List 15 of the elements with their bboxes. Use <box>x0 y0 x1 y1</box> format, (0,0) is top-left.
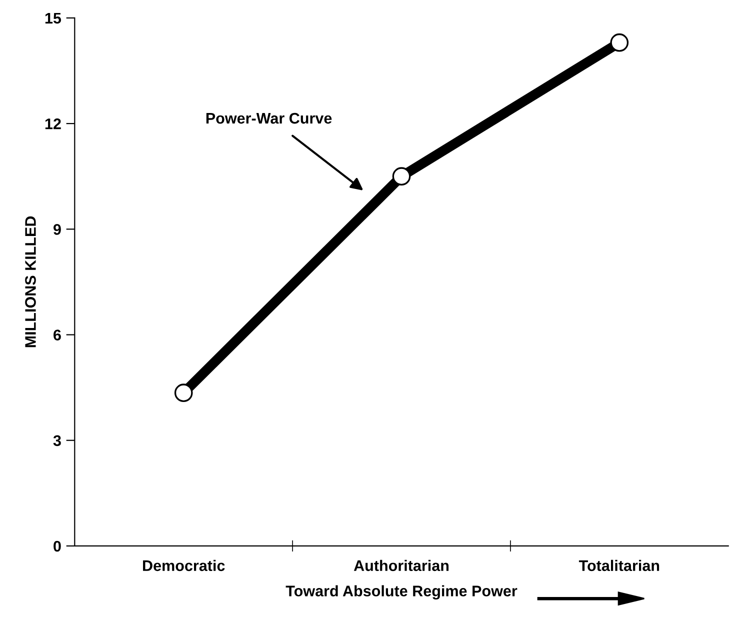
y-tick-label: 12 <box>45 118 61 130</box>
y-axis-title: MILLIONS KILLED <box>25 216 36 348</box>
point <box>392 167 411 186</box>
y-tick-label: 3 <box>53 435 61 446</box>
x-axis-title: Toward Absolute Regime Power <box>286 585 518 600</box>
x-tick-label: Authoritarian <box>354 560 449 572</box>
x-tick-label: Totalitarian <box>578 560 660 572</box>
y-tick-label: 6 <box>54 330 61 340</box>
y-tick-label: 9 <box>54 224 61 235</box>
annotation: Power-War Curve <box>206 112 332 124</box>
y-tick-label: 15 <box>45 12 62 24</box>
point <box>174 384 193 402</box>
y-tick-label: 0 <box>54 540 61 552</box>
point <box>610 33 629 52</box>
x-tick-label: Democratic <box>143 560 225 572</box>
